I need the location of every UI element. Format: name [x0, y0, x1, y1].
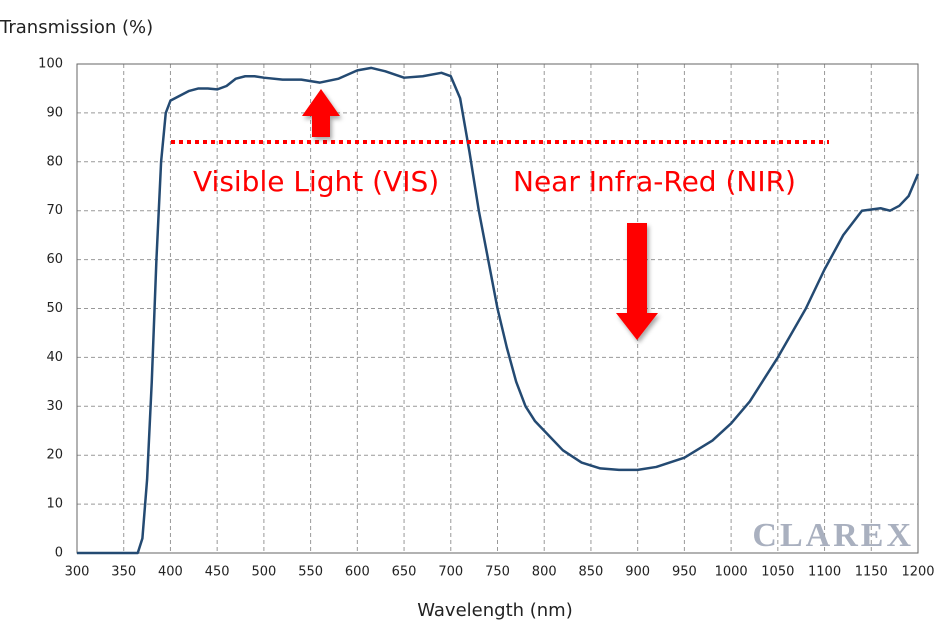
watermark: CLAREX [752, 517, 914, 554]
x-tick-label: 400 [158, 565, 183, 580]
x-tick-label: 650 [392, 565, 417, 580]
x-tick-label: 900 [625, 565, 650, 580]
vis-label: Visible Light (VIS) [193, 165, 439, 198]
x-tick-label: 850 [579, 565, 604, 580]
y-tick-label: 60 [46, 252, 63, 267]
x-tick-label: 1150 [855, 565, 888, 580]
y-tick-label: 10 [46, 497, 63, 512]
x-tick-label: 1000 [715, 565, 748, 580]
y-tick-label: 0 [55, 546, 63, 561]
plot-frame [76, 63, 919, 554]
y-tick-label: 70 [46, 203, 63, 218]
x-axis-title: Wavelength (nm) [417, 600, 573, 621]
up-arrow [302, 89, 340, 137]
x-tick-label: 700 [438, 565, 463, 580]
x-tick-label: 950 [672, 565, 697, 580]
y-tick-label: 100 [38, 57, 63, 72]
transmission-line [77, 66, 920, 555]
y-tick-label: 50 [46, 301, 63, 316]
x-tick-label: 350 [111, 565, 136, 580]
x-tick-label: 500 [251, 565, 276, 580]
x-tick-label: 1200 [901, 565, 934, 580]
x-tick-label: 550 [298, 565, 323, 580]
x-tick-label: 300 [65, 565, 90, 580]
x-tick-label: 750 [485, 565, 510, 580]
nir-label: Near Infra-Red (NIR) [513, 165, 796, 198]
y-axis-title: Transmission (%) [0, 17, 153, 38]
y-tick-label: 90 [46, 105, 63, 120]
y-tick-label: 80 [46, 154, 63, 169]
plot-area: 300 350 400 450 500 550 600 650 700 750 800 850 900 9… [38, 57, 934, 580]
x-tick-label: 600 [345, 565, 370, 580]
x-tick-label: 1050 [761, 565, 794, 580]
down-arrow [616, 223, 658, 340]
x-tick-label: 450 [205, 565, 230, 580]
y-tick-label: 40 [46, 350, 63, 365]
x-tick-label: 1100 [808, 565, 841, 580]
y-tick-label: 30 [46, 399, 63, 414]
x-tick-label: 800 [532, 565, 557, 580]
y-tick-label: 20 [46, 448, 63, 463]
